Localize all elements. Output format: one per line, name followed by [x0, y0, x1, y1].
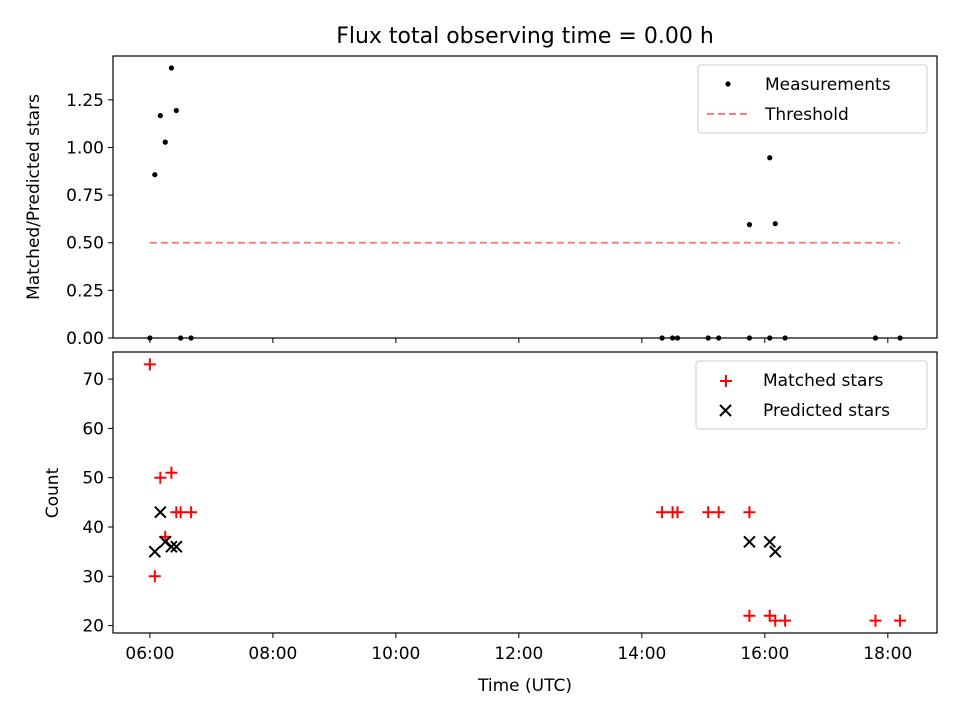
- top-legend: Measurements Threshold: [697, 64, 928, 134]
- bottom-panel: 20 30 40 50 60 70 06:00 08:00 10:00 12:00 14:00 16…: [43, 351, 938, 696]
- top-y-tick-label: 0.75: [66, 186, 104, 206]
- x-tick-label: 10:00: [371, 644, 420, 664]
- measurement-point: [772, 221, 778, 227]
- matched-star-point: [185, 506, 198, 519]
- bottom-axes-frame: [112, 351, 938, 634]
- bottom-y-tick-label: 30: [82, 567, 104, 587]
- top-y-tick-label: 1.25: [66, 91, 104, 111]
- bottom-x-ticks: 06:00 08:00 10:00 12:00 14:00 16:00 18:00: [125, 633, 912, 664]
- legend-matched-marker: [720, 375, 732, 387]
- matched-star-point: [743, 506, 756, 519]
- matched-star-point: [894, 614, 907, 627]
- predicted-star-point: [743, 535, 756, 549]
- measurement-point: [168, 65, 175, 71]
- x-tick-label: 14:00: [617, 644, 666, 664]
- x-axis-label: Time (UTC): [477, 676, 572, 696]
- bottom-y-ticks: 20 30 40 50 60 70: [82, 370, 113, 637]
- matched-star-point: [869, 614, 882, 627]
- x-tick-label: 16:00: [740, 644, 789, 664]
- predicted-star-point: [148, 545, 162, 558]
- bottom-y-axis-label: Count: [43, 467, 63, 518]
- predicted-star-point: [154, 506, 167, 519]
- legend-matched-label: Matched stars: [763, 371, 883, 391]
- top-y-tick-label: 1.00: [66, 138, 104, 158]
- bottom-y-tick-label: 70: [82, 370, 104, 390]
- legend-predicted-label: Predicted stars: [763, 401, 890, 421]
- matched-star-point: [148, 570, 161, 583]
- measurement-point: [152, 172, 158, 178]
- measurement-point: [173, 107, 179, 114]
- x-tick-label: 18:00: [863, 644, 912, 664]
- legend-predicted-marker: [719, 404, 732, 417]
- measurement-point: [157, 113, 163, 119]
- matched-star-point: [174, 506, 187, 519]
- legend-measurements-marker: [725, 81, 731, 87]
- matched-star-point: [143, 358, 156, 371]
- top-y-tick-label: 0.00: [66, 329, 104, 349]
- bottom-y-tick-label: 50: [82, 469, 104, 489]
- top-x-ticks: [149, 338, 889, 343]
- predicted-star-point: [170, 540, 183, 553]
- legend-threshold-label: Threshold: [764, 105, 849, 125]
- x-tick-label: 06:00: [125, 644, 174, 664]
- top-axes-frame: [112, 55, 938, 339]
- predicted-star-point: [165, 540, 178, 553]
- top-y-ticks: 0.00 0.25 0.50 0.75 1.00 1.25: [66, 91, 113, 349]
- bottom-y-tick-label: 60: [82, 419, 104, 439]
- bottom-plot-area: [143, 358, 907, 627]
- top-y-tick-label: 0.50: [66, 234, 104, 254]
- matched-star-point: [779, 614, 792, 627]
- top-y-tick-label: 0.25: [66, 281, 104, 301]
- bottom-y-tick-label: 20: [82, 617, 104, 637]
- predicted-star-point: [763, 535, 776, 549]
- bottom-legend-box: [695, 360, 928, 430]
- chart-title: Flux total observing time = 0.00 h: [336, 24, 714, 49]
- matched-star-point: [671, 506, 684, 519]
- matched-star-point: [165, 466, 178, 479]
- top-y-axis-label: Matched/Predicted stars: [24, 94, 44, 300]
- bottom-y-tick-label: 40: [82, 518, 104, 538]
- top-legend-box: [697, 64, 928, 134]
- matched-star-point: [154, 471, 167, 484]
- measurement-point: [746, 222, 753, 228]
- measurement-point: [162, 139, 168, 145]
- bottom-legend: Matched stars Predicted stars: [695, 360, 928, 430]
- legend-measurements-label: Measurements: [765, 75, 891, 95]
- matched-star-point: [712, 506, 725, 519]
- x-tick-label: 12:00: [494, 644, 543, 664]
- x-tick-label: 08:00: [248, 644, 297, 664]
- matched-star-point: [656, 506, 669, 519]
- matched-star-point: [743, 609, 756, 622]
- top-panel: 0.00 0.25 0.50 0.75 1.00 1.25 Matched/Predict…: [24, 55, 938, 349]
- predicted-star-point: [769, 545, 782, 558]
- measurement-point: [767, 155, 773, 161]
- matched-star-point: [702, 506, 715, 519]
